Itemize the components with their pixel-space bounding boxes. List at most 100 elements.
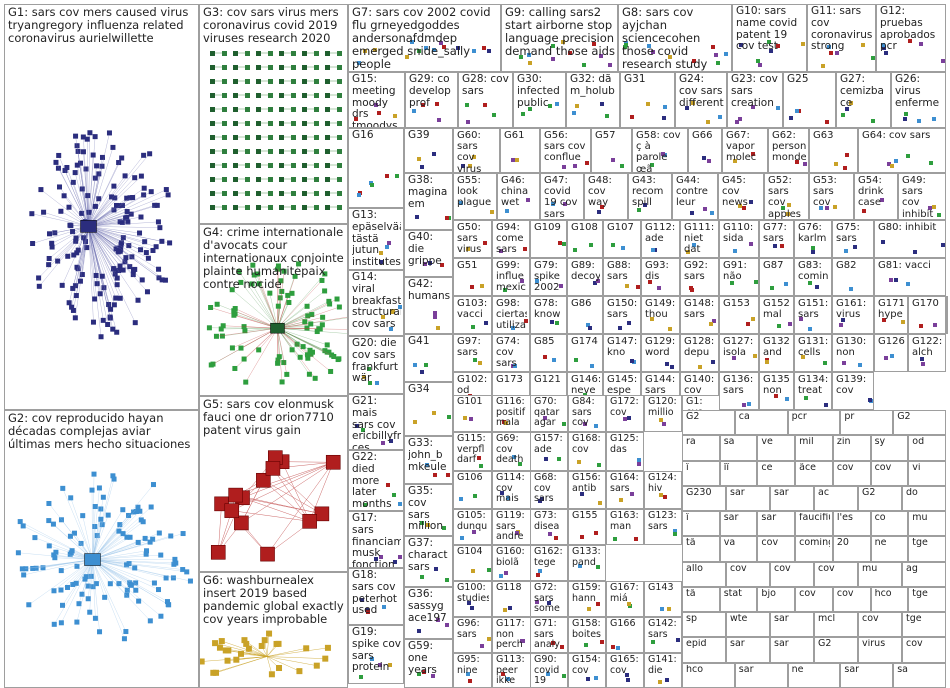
node	[110, 144, 116, 150]
small-group-cell: tã	[682, 536, 720, 562]
node	[746, 321, 751, 326]
small-group-cell: ve	[757, 435, 796, 461]
node	[222, 205, 227, 210]
group-label: G168: cov	[572, 434, 601, 455]
node	[285, 292, 291, 298]
group-label: G88: sars	[607, 260, 631, 283]
node	[53, 549, 59, 555]
node	[557, 456, 562, 461]
node	[268, 65, 273, 70]
group-label: G165: cov	[610, 655, 639, 676]
group-g163: G163: man	[606, 509, 644, 545]
hub-node	[270, 322, 285, 334]
node	[651, 248, 656, 253]
node	[551, 641, 556, 646]
node	[291, 163, 296, 168]
node	[116, 528, 122, 534]
group-g17: G17: sars financiamiento musk fonction	[348, 511, 404, 568]
node	[167, 240, 173, 246]
node	[750, 104, 755, 109]
group-g155: G155	[568, 509, 606, 545]
node	[676, 637, 681, 642]
node	[236, 268, 242, 274]
node	[70, 229, 76, 235]
group-label: G119: sars andre	[496, 511, 525, 543]
group-label: G149: thou	[645, 298, 676, 321]
group-label: G136: sars	[723, 374, 754, 397]
node	[256, 65, 261, 70]
node	[70, 179, 76, 185]
node	[139, 277, 145, 283]
group-g165: G165: cov	[606, 653, 644, 688]
node	[268, 149, 273, 154]
group-label: wte	[730, 614, 748, 625]
node	[279, 51, 284, 56]
node	[840, 317, 845, 322]
node	[276, 354, 282, 360]
group-label: G38: magina em	[408, 175, 448, 210]
group-label: stat	[723, 588, 742, 599]
group-label: G125: das	[610, 434, 639, 455]
node	[79, 591, 85, 597]
node	[802, 162, 807, 167]
group-g12: G12: pruebas aprobados pcr	[876, 4, 946, 72]
node	[233, 121, 238, 126]
node	[498, 573, 503, 578]
node	[325, 121, 330, 126]
node	[127, 195, 133, 201]
group-label: G84: sars cov	[572, 397, 595, 429]
node	[750, 152, 755, 157]
node	[302, 319, 308, 325]
group-g68: G68: cov sars	[530, 471, 568, 509]
group-label: pcr	[791, 412, 807, 422]
group-g29: G29: co develop prof	[405, 72, 458, 128]
node	[799, 317, 804, 322]
small-group-cell: mu	[908, 511, 946, 537]
group-g160: G160: biolã	[492, 545, 531, 581]
node	[833, 204, 838, 209]
group-g84: G84: sars cov	[568, 395, 606, 432]
node	[275, 303, 281, 309]
node	[222, 121, 227, 126]
group-label: G48: cov way	[588, 175, 612, 209]
node	[73, 133, 79, 139]
node	[787, 322, 792, 327]
node	[100, 494, 106, 500]
node	[120, 267, 126, 273]
node	[325, 149, 330, 154]
group-g81: G81: vacci	[874, 258, 946, 296]
node	[170, 575, 176, 581]
group-g59: G59: one years	[404, 639, 453, 688]
group-label: coming	[799, 538, 830, 549]
group-label: G29: co develop prof	[409, 74, 451, 109]
node	[446, 216, 451, 221]
node	[200, 658, 205, 665]
hub-node	[80, 220, 97, 233]
node	[386, 241, 391, 246]
node	[314, 79, 319, 84]
small-group-cell: sar	[770, 612, 814, 638]
node	[114, 282, 120, 288]
group-label: G140: cov	[684, 374, 715, 397]
small-group-cell: od	[908, 435, 946, 461]
node	[275, 263, 281, 269]
small-group-cell: zin	[832, 435, 871, 461]
group-g112: G112: ade	[641, 220, 680, 258]
node	[416, 629, 421, 634]
node	[337, 177, 342, 182]
node	[786, 202, 791, 207]
node	[66, 300, 72, 306]
node	[515, 157, 520, 162]
group-label: G105: dunqu	[457, 511, 488, 532]
node	[848, 101, 853, 106]
node	[582, 421, 587, 426]
group-label: G120: millio	[648, 397, 677, 418]
group-g37: G37: charact sars	[404, 536, 453, 587]
node	[620, 245, 625, 250]
node	[107, 315, 113, 321]
node	[137, 230, 143, 236]
group-g58: G58: cov ç à parole œã	[632, 128, 688, 173]
node	[314, 329, 320, 335]
node	[208, 362, 214, 368]
group-label: G9: calling sars2 start airborne stop la…	[505, 6, 615, 58]
